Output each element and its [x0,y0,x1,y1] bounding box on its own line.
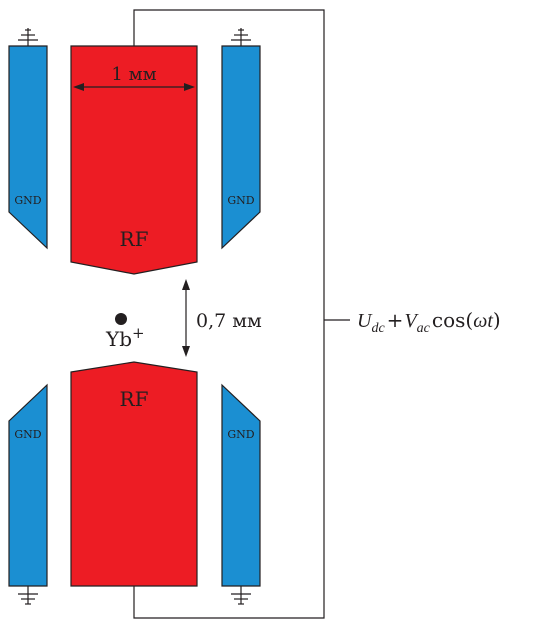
gnd-electrode-top-left [8,45,48,250]
gnd-electrode-bottom-left [8,383,48,587]
rf-label-top: RF [120,227,149,251]
ground-symbol-bottom-right [231,586,251,605]
rf-label-bottom: RF [120,387,149,411]
gnd-label-top-right: GND [227,194,254,207]
gnd-label-top-left: GND [14,194,41,207]
gap-dimension-arrow [182,279,190,357]
width-label: 1 мм [111,64,156,85]
ground-symbol-top-right [231,28,251,46]
ion-dot [115,313,127,325]
gnd-label-bottom-left: GND [14,428,41,441]
ion-label: Yb+ [105,324,145,351]
width-dimension-arrow [73,83,195,91]
gap-label: 0,7 мм [196,310,262,332]
gnd-label-bottom-right: GND [227,428,254,441]
ground-symbol-top-left [18,28,38,46]
gnd-electrode-bottom-right [221,383,261,587]
rf-electrode-top [70,45,198,275]
voltage-expression: Udc +Vac cos(ωt) [357,308,501,336]
rf-wire-loop [133,9,325,619]
rf-electrode-bottom [70,361,198,587]
ion-charge: + [132,324,145,342]
ground-symbol-bottom-left [18,586,38,605]
gnd-electrode-top-right [221,45,261,250]
